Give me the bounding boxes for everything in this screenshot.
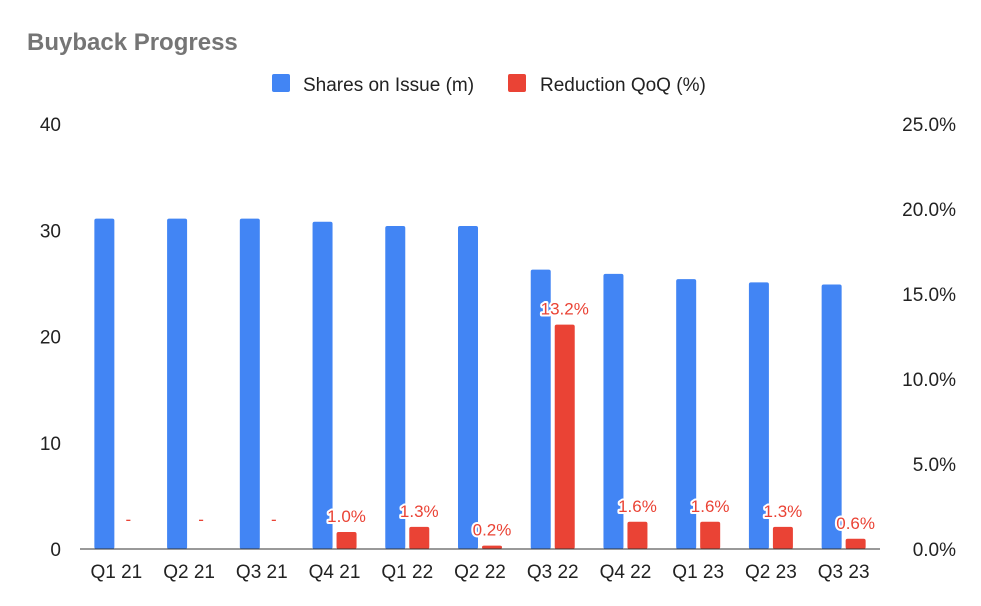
right-tick-label: 20.0% [902,200,956,221]
x-tick-label: Q1 21 [90,562,142,583]
bar-reduction [700,521,721,549]
x-tick-label: Q3 21 [236,562,288,583]
reduction-data-label: - [271,510,277,529]
x-tick-label: Q2 23 [745,562,797,583]
bar-shares [94,218,115,549]
bar-shares [312,221,333,549]
reduction-data-label: 1.6% [618,497,657,516]
left-tick-label: 40 [40,115,61,136]
x-tick-label: Q1 23 [672,562,724,583]
bar-reduction [772,526,793,549]
right-tick-label: 5.0% [913,455,956,476]
x-tick-label: Q2 21 [163,562,215,583]
reduction-data-label: 1.0% [327,507,366,526]
right-tick-label: 15.0% [902,285,956,306]
left-tick-label: 20 [40,328,61,349]
legend-swatch-shares [272,74,290,92]
bar-shares [530,269,551,549]
bar-reduction [336,532,357,549]
bars [94,218,866,549]
bar-shares [603,273,624,549]
reduction-data-label: - [126,510,132,529]
bar-shares [458,226,478,549]
right-tick-label: 10.0% [902,370,956,391]
bar-shares [821,284,842,549]
bar-shares [167,218,188,549]
reduction-data-label: 1.3% [400,502,439,521]
x-tick-label: Q2 22 [454,562,506,583]
bar-shares [239,218,260,549]
reduction-data-label: - [198,510,204,529]
x-tick-label: Q4 21 [309,562,361,583]
bar-reduction [482,545,502,549]
x-tick-label: Q3 23 [818,562,870,583]
legend: Shares on Issue (m) Reduction QoQ (%) [272,74,706,96]
legend-label-reduction: Reduction QoQ (%) [540,75,706,96]
reduction-data-label: 0.6% [836,514,875,533]
reduction-data-label: 1.6% [691,497,730,516]
x-axis: Q1 21 Q2 21 Q3 21 Q4 21 Q1 22 Q2 22 Q3 22 Q4 22… [80,548,880,583]
reduction-data-label: 13.2% [541,300,589,319]
legend-label-shares: Shares on Issue (m) [303,75,474,96]
x-tick-label: Q3 22 [527,562,579,583]
left-tick-label: 0 [50,540,61,561]
bar-shares [676,279,697,549]
x-tick-label: Q1 22 [381,562,433,583]
chart-title: Buyback Progress [27,29,238,56]
right-axis: 0.0% 5.0% 10.0% 15.0% 20.0% 25.0% [902,115,956,561]
bar-reduction [627,521,648,549]
left-axis: 0 10 20 30 40 [40,115,61,561]
data-labels: - - - 1.0% 1.3% 0.2% 13.2% 1.6% 1.6% 1.3% 0.6% [124,298,877,542]
reduction-data-label: 0.2% [473,521,512,540]
right-tick-label: 25.0% [902,115,956,136]
left-tick-label: 30 [40,221,61,242]
bar-reduction [845,538,866,549]
legend-swatch-reduction [508,74,526,92]
left-tick-label: 10 [40,434,61,455]
bar-reduction [554,324,575,549]
bar-reduction [409,526,430,549]
right-tick-label: 0.0% [913,540,956,561]
bar-shares [385,226,406,549]
bar-shares [748,282,769,549]
x-tick-label: Q4 22 [600,562,652,583]
reduction-data-label: 1.3% [764,502,803,521]
